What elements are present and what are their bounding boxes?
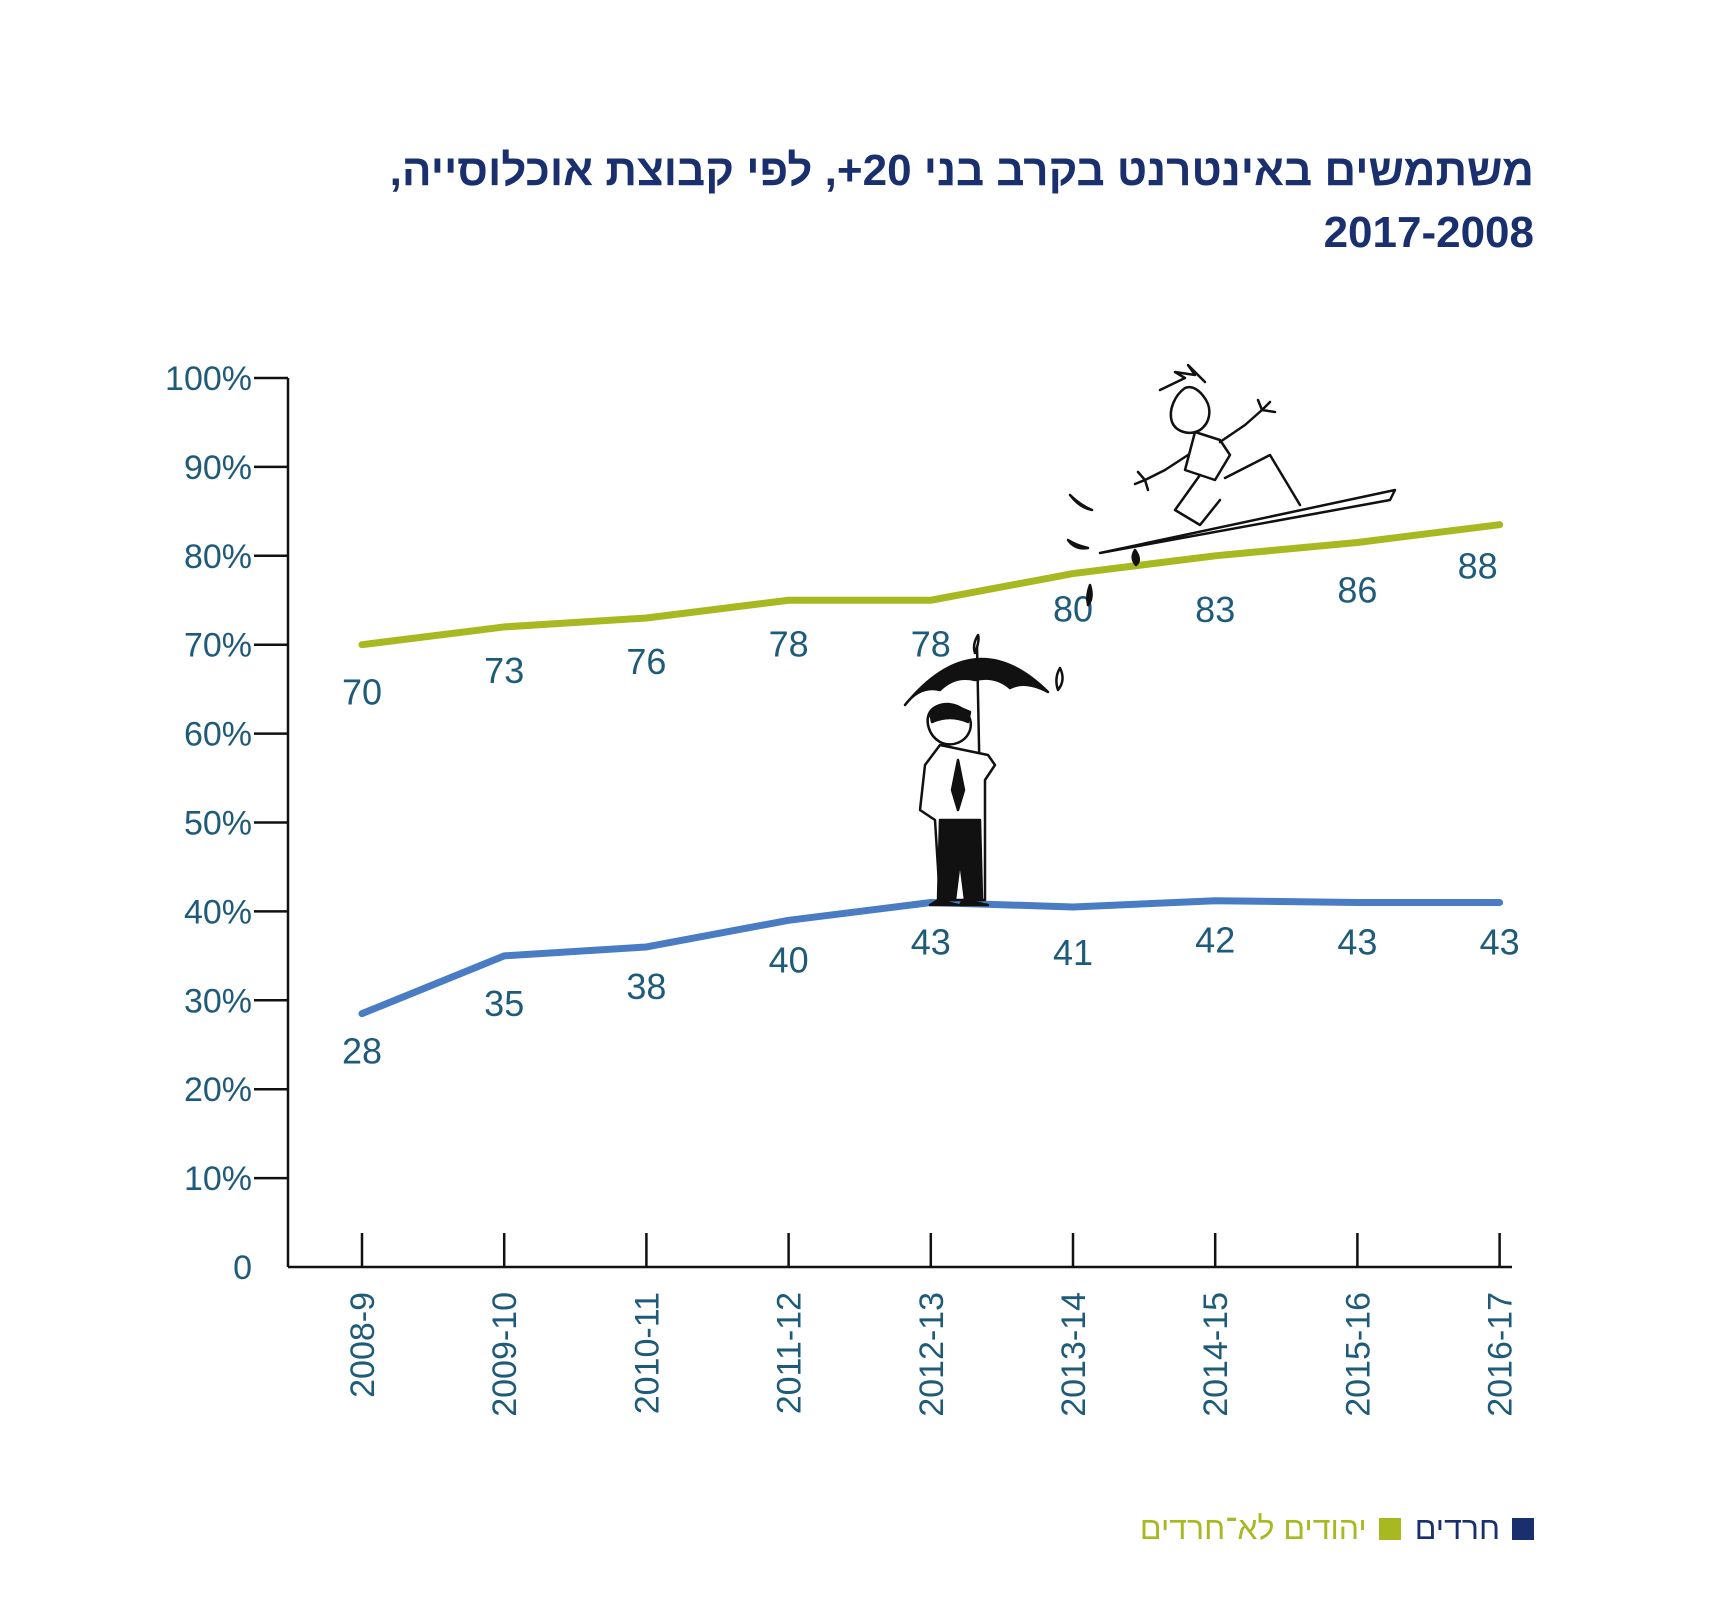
data-label-non-haredi-jews: 78	[769, 623, 809, 664]
x-axis-ticks: 2008-9 2009-10 2010-11 2011-12 2012-13 2013-1…	[344, 1233, 1520, 1417]
data-label-haredim: 38	[626, 966, 666, 1007]
x-tick-label: 2011-12	[771, 1292, 809, 1414]
legend-swatch-non-haredi-jews	[1378, 1517, 1401, 1540]
data-label-haredim: 41	[1053, 932, 1093, 973]
umbrella-man-illustration	[903, 633, 1064, 907]
x-tick-label: 2012-13	[913, 1292, 951, 1417]
x-tick-label: 2015-16	[1339, 1292, 1377, 1417]
data-label-non-haredi-jews: 78	[911, 623, 951, 664]
legend: חרדים יהודים לא־חרדים	[1140, 1510, 1534, 1547]
series-line-non-haredi-jews	[358, 521, 1504, 649]
y-tick-label: 80%	[184, 538, 252, 576]
data-label-haredim: 43	[1480, 922, 1520, 963]
y-tick-label: 30%	[184, 982, 252, 1020]
legend-swatch-haredim	[1512, 1517, 1534, 1540]
y-axis-ticks: 0 10% 20% 30% 40% 50% 60% 70% 80% 90% 100%	[165, 360, 288, 1287]
title-line-1: משתמשים באינטרנט בקרב בני 20+, לפי קבוצת…	[389, 146, 1534, 195]
series-lines	[358, 521, 1504, 1018]
title-line-2: 2017-2008	[1323, 208, 1534, 257]
y-tick-label: 0	[233, 1249, 252, 1287]
data-label-haredim: 35	[484, 983, 524, 1024]
surfer-illustration	[1066, 363, 1397, 607]
x-tick-label: 2008-9	[344, 1292, 382, 1398]
y-tick-label: 10%	[184, 1160, 252, 1198]
x-tick-label: 2009-10	[486, 1292, 524, 1417]
legend-label-non-haredi-jews: יהודים לא־חרדים	[1139, 1510, 1367, 1546]
data-label-haredim: 28	[342, 1031, 382, 1072]
legend-label-haredim: חרדים	[1414, 1510, 1500, 1546]
data-label-non-haredi-jews: 88	[1458, 546, 1498, 587]
y-tick-label: 50%	[184, 805, 252, 843]
y-tick-label: 90%	[184, 449, 252, 487]
x-tick-label: 2010-11	[628, 1292, 666, 1414]
legend-item-non-haredi-jews: יהודים לא־חרדים	[1140, 1510, 1401, 1547]
legend-item-haredim: חרדים	[1415, 1510, 1534, 1547]
data-label-haredim: 43	[1337, 922, 1377, 963]
data-label-non-haredi-jews: 83	[1195, 589, 1235, 630]
data-label-non-haredi-jews: 70	[342, 672, 382, 713]
data-label-non-haredi-jews: 86	[1337, 569, 1377, 610]
data-label-non-haredi-jews: 73	[484, 650, 524, 691]
y-tick-label: 70%	[184, 627, 252, 665]
y-tick-label: 40%	[184, 893, 252, 931]
y-tick-label: 60%	[184, 716, 252, 754]
data-label-haredim: 43	[911, 922, 951, 963]
y-tick-label: 20%	[184, 1071, 252, 1109]
y-tick-label: 100%	[165, 360, 252, 398]
chart-title: משתמשים באינטרנט בקרב בני 20+, לפי קבוצת…	[234, 140, 1534, 264]
x-tick-label: 2014-15	[1197, 1292, 1235, 1417]
data-label-non-haredi-jews: 76	[626, 641, 666, 682]
x-tick-label: 2013-14	[1055, 1292, 1093, 1417]
data-label-haredim: 42	[1195, 920, 1235, 961]
x-tick-label: 2016-17	[1482, 1292, 1520, 1417]
series-line-haredim	[358, 897, 1504, 1018]
data-label-haredim: 40	[769, 939, 809, 980]
